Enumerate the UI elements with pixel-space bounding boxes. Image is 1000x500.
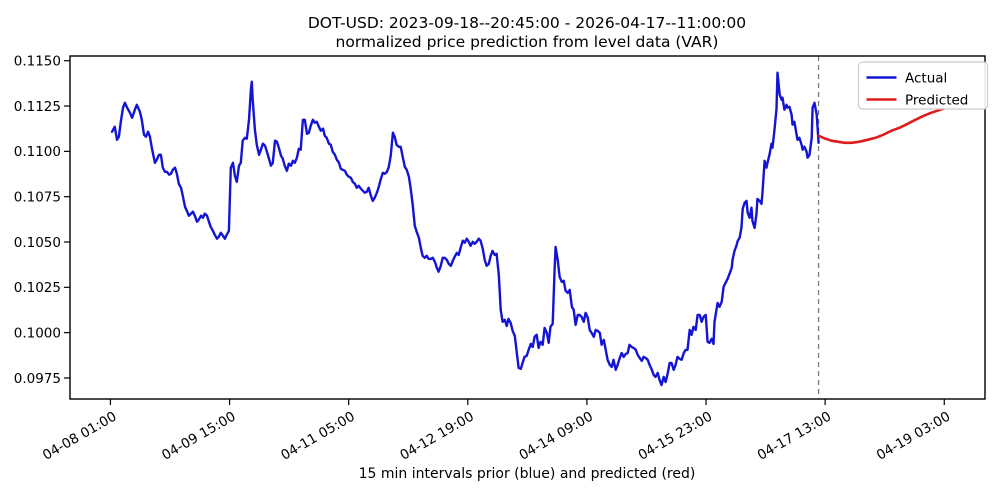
y-tick-label: 0.1125 — [14, 99, 61, 115]
x-axis-label: 15 min intervals prior (blue) and predic… — [359, 466, 696, 482]
x-tick-label: 04-08 01:00 — [40, 409, 119, 464]
x-tick-label: 04-11 05:00 — [278, 409, 357, 464]
plot-border — [69, 55, 986, 400]
legend-box — [857, 61, 989, 110]
y-tick-label: 0.1025 — [14, 280, 61, 296]
x-tick-label: 04-17 13:00 — [755, 409, 834, 464]
x-tick-label: 04-14 09:00 — [517, 409, 596, 464]
plot-area — [70, 56, 985, 399]
chart-title-line2: normalized price prediction from level d… — [336, 33, 719, 51]
chart-title-line1: DOT-USD: 2023-09-18--20:45:00 - 2026-04-… — [308, 14, 746, 32]
series-actual-line — [110, 71, 820, 387]
series-predicted-line — [817, 107, 945, 145]
x-tick-label: 04-12 19:00 — [397, 409, 476, 464]
legend: Actual Predicted — [857, 61, 989, 110]
y-tick-label: 0.1150 — [14, 54, 61, 70]
legend-label-actual: Actual — [905, 71, 947, 87]
legend-label-predicted: Predicted — [905, 93, 968, 109]
y-tick-label: 0.0975 — [14, 371, 61, 387]
y-tick-label: 0.1050 — [14, 235, 61, 251]
y-tick-label: 0.1075 — [14, 189, 61, 205]
x-tick-label: 04-09 15:00 — [159, 409, 238, 464]
y-tick-label: 0.1100 — [14, 144, 61, 160]
x-tick-label: 04-15 23:00 — [636, 409, 715, 464]
x-tick-label: 04-19 03:00 — [874, 409, 953, 464]
x-axis: 04-08 01:00 04-09 15:00 04-11 05:00 04-12 1… — [40, 399, 953, 464]
y-axis: 0.0975 0.1000 0.1025 0.1050 0.1075 0.1100 0.11… — [14, 54, 70, 387]
y-tick-label: 0.1000 — [14, 325, 61, 341]
